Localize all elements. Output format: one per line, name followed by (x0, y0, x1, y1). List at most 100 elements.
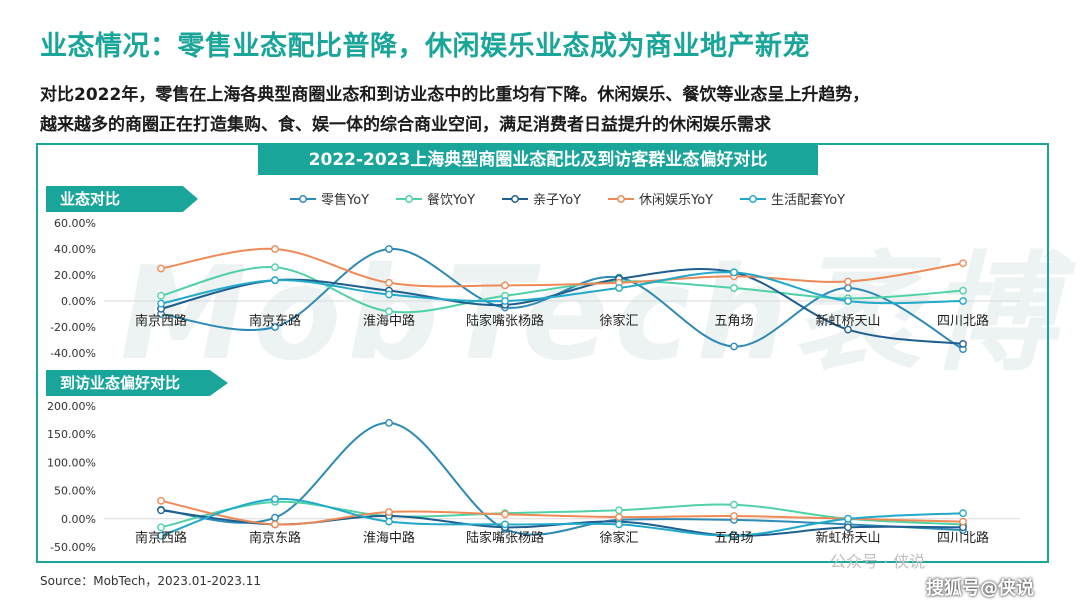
data-point-0-4-3 (501, 297, 509, 305)
data-point-1-4-7 (959, 509, 967, 518)
data-point-0-4-1 (271, 276, 279, 285)
x-tick-label-1-4: 徐家汇 (599, 530, 638, 546)
data-point-0-0-6 (844, 284, 852, 292)
data-point-0-3-1 (271, 245, 279, 253)
y-tick-label-0-1: 40.00% (54, 243, 96, 256)
x-tick-label-1-3: 陆家嘴张杨路 (466, 530, 544, 546)
description-line-1: 对比2022年，零售在上海各典型商圈业态和到访业态中的比重均有下降。休闲娱乐、餐… (40, 85, 870, 105)
legend-marker-1 (405, 195, 413, 203)
x-tick-label-1-1: 南京东路 (249, 530, 301, 546)
y-tick-label-0-4: -20.00% (50, 321, 96, 334)
data-point-0-4-5 (730, 268, 738, 277)
x-tick-label-0-4: 徐家汇 (599, 313, 638, 329)
x-tick-label-1-5: 五角场 (714, 531, 753, 546)
data-point-0-3-6 (844, 277, 852, 286)
legend-marker-3 (617, 195, 625, 203)
data-point-0-1-0 (157, 291, 165, 300)
data-point-0-3-2 (385, 278, 393, 287)
series-line-1-3 (160, 499, 964, 526)
data-point-0-2-7 (959, 339, 967, 348)
y-tick-label-1-4: 0.00% (61, 513, 96, 526)
data-point-0-0-5 (730, 342, 738, 351)
data-point-1-4-1 (271, 495, 279, 503)
series-line-0-4 (160, 271, 964, 305)
data-point-1-4-0 (157, 531, 165, 540)
data-point-0-4-4 (615, 284, 623, 292)
series-line-1-0 (160, 421, 964, 536)
legend-marker-0 (299, 195, 307, 203)
y-tick-label-1-0: 200.00% (47, 400, 96, 413)
data-point-0-0-1 (271, 323, 279, 331)
x-tick-label-0-0: 南京西路 (135, 313, 187, 329)
description-line-2: 越来越多的商圈正在打造集购、食、娱一体的综合商业空间，满足消费者日益提升的休闲娱… (40, 115, 771, 135)
data-point-0-3-7 (959, 259, 967, 268)
data-point-1-1-0 (157, 523, 165, 532)
data-point-1-3-0 (157, 496, 165, 505)
legend-marker-2 (511, 195, 519, 203)
data-point-0-1-2 (385, 307, 393, 316)
data-point-0-4-7 (959, 297, 967, 305)
data-point-1-3-5 (730, 512, 738, 520)
data-point-1-3-4 (615, 513, 623, 521)
section-tab-format-comparison: 业态对比 (46, 186, 198, 212)
series-line-0-0 (160, 247, 964, 350)
legend-label-0: 零售YoY (321, 192, 369, 208)
x-tick-label-0-1: 南京东路 (249, 313, 301, 329)
section-tab-visit-preference: 到访业态偏好对比 (46, 370, 228, 396)
series-line-0-1 (160, 266, 964, 314)
data-point-1-0-1 (271, 513, 279, 522)
x-tick-label-0-7: 四川北路 (937, 313, 989, 329)
source-note: Source：MobTech，2023.01-2023.11 (40, 574, 261, 588)
data-point-1-3-3 (501, 510, 509, 519)
data-point-1-4-5 (730, 531, 738, 540)
data-point-0-3-0 (157, 264, 165, 273)
y-tick-label-1-5: -50.00% (50, 541, 96, 554)
y-tick-label-1-1: 150.00% (47, 428, 96, 441)
data-point-1-3-7 (959, 517, 967, 526)
series-line-0-3 (160, 247, 964, 288)
x-tick-label-0-5: 五角场 (714, 314, 753, 329)
data-point-1-1-5 (730, 500, 738, 509)
x-tick-label-1-6: 新虹桥天山 (815, 530, 880, 546)
x-tick-label-0-3: 陆家嘴张杨路 (466, 313, 544, 329)
data-point-1-4-2 (385, 517, 393, 526)
data-point-0-4-2 (385, 290, 393, 299)
data-point-1-4-4 (615, 520, 623, 529)
legend-marker-4 (749, 195, 757, 203)
data-point-0-2-6 (844, 325, 852, 334)
x-tick-label-1-2: 淮海中路 (363, 530, 415, 546)
data-point-1-3-1 (271, 520, 279, 529)
chart-panel (36, 143, 1049, 563)
data-point-0-4-0 (157, 299, 165, 308)
y-tick-label-0-2: 20.00% (54, 269, 96, 282)
data-point-1-2-0 (157, 506, 165, 515)
data-point-1-2-6 (844, 523, 852, 532)
data-point-0-0-2 (385, 245, 393, 253)
data-point-0-3-3 (501, 281, 509, 290)
data-point-0-1-1 (271, 263, 279, 272)
y-tick-label-0-0: 60.00% (54, 217, 96, 230)
x-tick-label-0-6: 新虹桥天山 (815, 313, 880, 329)
y-tick-label-1-3: 50.00% (54, 485, 96, 498)
legend-label-3: 休闲娱乐YoY (639, 193, 713, 208)
wechat-watermark: 公众号 · 侠说 (830, 552, 926, 571)
legend-label-4: 生活配套YoY (771, 192, 845, 208)
x-tick-label-1-0: 南京西路 (135, 530, 187, 546)
data-point-1-4-3 (501, 520, 509, 529)
sohu-watermark: 搜狐号@侠说 (926, 578, 1034, 599)
legend-label-1: 餐饮YoY (427, 192, 475, 208)
data-point-0-1-7 (959, 286, 967, 295)
data-point-1-3-2 (385, 508, 393, 516)
y-tick-label-0-5: -40.00% (50, 347, 96, 360)
y-tick-label-0-3: 0.00% (61, 295, 96, 308)
chart-title: 2022-2023上海典型商圈业态配比及到访客群业态偏好对比 (258, 145, 818, 175)
data-point-0-4-6 (844, 297, 852, 305)
y-tick-label-1-2: 100.00% (47, 456, 96, 469)
x-tick-label-1-7: 四川北路 (937, 530, 989, 546)
page-title: 业态情况：零售业态配比普降，休闲娱乐业态成为商业地产新宠 (40, 31, 810, 62)
data-point-1-1-4 (615, 506, 623, 515)
data-point-0-1-5 (730, 284, 738, 292)
legend-label-2: 亲子YoY (533, 193, 581, 208)
x-tick-label-0-2: 淮海中路 (363, 313, 415, 329)
